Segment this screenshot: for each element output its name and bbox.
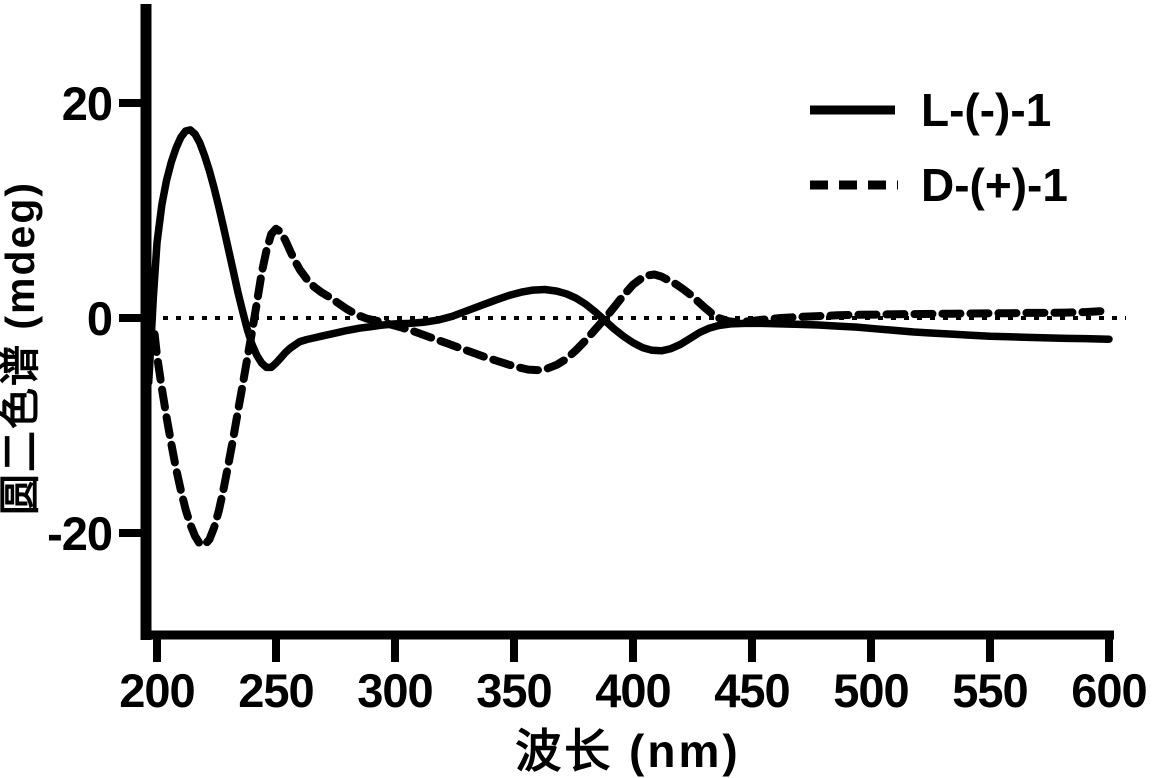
x-tick-label: 300 [357,664,432,717]
x-tick-label: 500 [833,664,908,717]
legend-label-d: D-(+)-1 [921,159,1068,211]
x-tick-label: 450 [714,664,789,717]
x-tick-label: 250 [238,664,313,717]
x-tick-label: 600 [1071,664,1146,717]
y-tick-label: -20 [47,507,112,560]
x-tick-label: 350 [476,664,551,717]
x-axis-title: 波长 (nm) [515,725,740,777]
series-line-dashed [150,224,1113,549]
x-tick-label: 550 [952,664,1027,717]
x-tick-label: 200 [119,664,194,717]
series-line-solid [144,126,1113,387]
x-tick-label: 400 [595,664,670,717]
legend: L-(-)-1 D-(+)-1 [810,84,1068,211]
y-tick-label: 0 [87,292,112,345]
y-axis-title: 圆二色谱 (mdeg) [0,181,43,515]
y-tick-label: 20 [62,77,112,130]
plot-area [144,126,1126,549]
legend-label-l: L-(-)-1 [921,84,1051,136]
